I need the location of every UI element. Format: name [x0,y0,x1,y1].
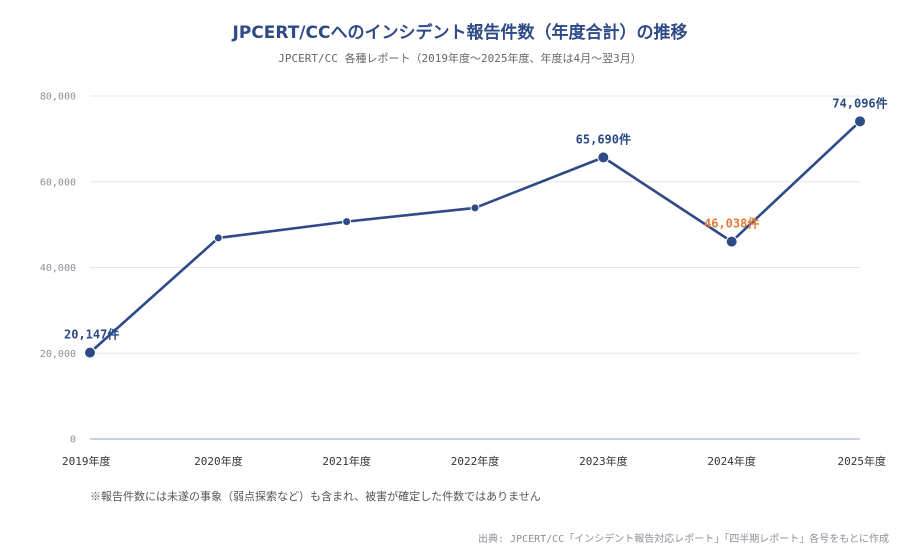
x-tick-label: 2022年度 [451,454,500,468]
x-tick-label: 2020年度 [194,454,243,468]
data-point [597,151,610,164]
data-point [84,346,96,359]
y-tick-label: 40,000 [40,263,76,274]
series-line [89,120,861,354]
data-label: 46,038件 [704,216,759,231]
data-label: 20,147件 [64,327,119,342]
grid-lines [90,95,860,354]
data-points [84,115,866,359]
x-axis-ticks: 2019年度 2020年度 2021年度 2022年度 2023年度 2024年度 2025… [62,454,886,468]
x-tick-label: 2024年度 [707,454,756,468]
footnote: ※報告件数には未遂の事象（弱点探索など）も含まれ、被害が確定した件数ではありませ… [90,489,541,503]
data-label: 65,690件 [576,131,631,146]
data-labels: 20,147件 65,690件 46,038件 74,096件 [64,95,888,341]
y-tick-label: 20,000 [40,349,76,360]
data-point [342,217,352,227]
data-label: 74,096件 [832,95,887,110]
x-tick-label: 2021年度 [322,454,371,468]
y-tick-label: 0 [70,435,76,446]
chart-title: JPCERT/CCへのインシデント報告件数（年度合計）の推移 [232,22,688,43]
data-point [725,235,738,248]
data-point [854,115,866,128]
y-tick-label: 60,000 [40,177,76,188]
x-tick-label: 2023年度 [579,454,628,468]
y-axis-ticks: 0 20,000 40,000 60,000 80,000 [40,92,76,446]
x-tick-label: 2019年度 [62,454,111,468]
source-note: 出典: JPCERT/CC「インシデント報告対応レポート」「四半期レポート」各号… [478,532,889,545]
data-point [470,203,480,213]
data-point [213,233,223,243]
x-tick-label: 2025年度 [838,454,887,468]
chart-subtitle: JPCERT/CC 各種レポート（2019年度〜2025年度、年度は4月〜翌3月… [278,51,641,65]
y-tick-label: 80,000 [40,92,76,103]
